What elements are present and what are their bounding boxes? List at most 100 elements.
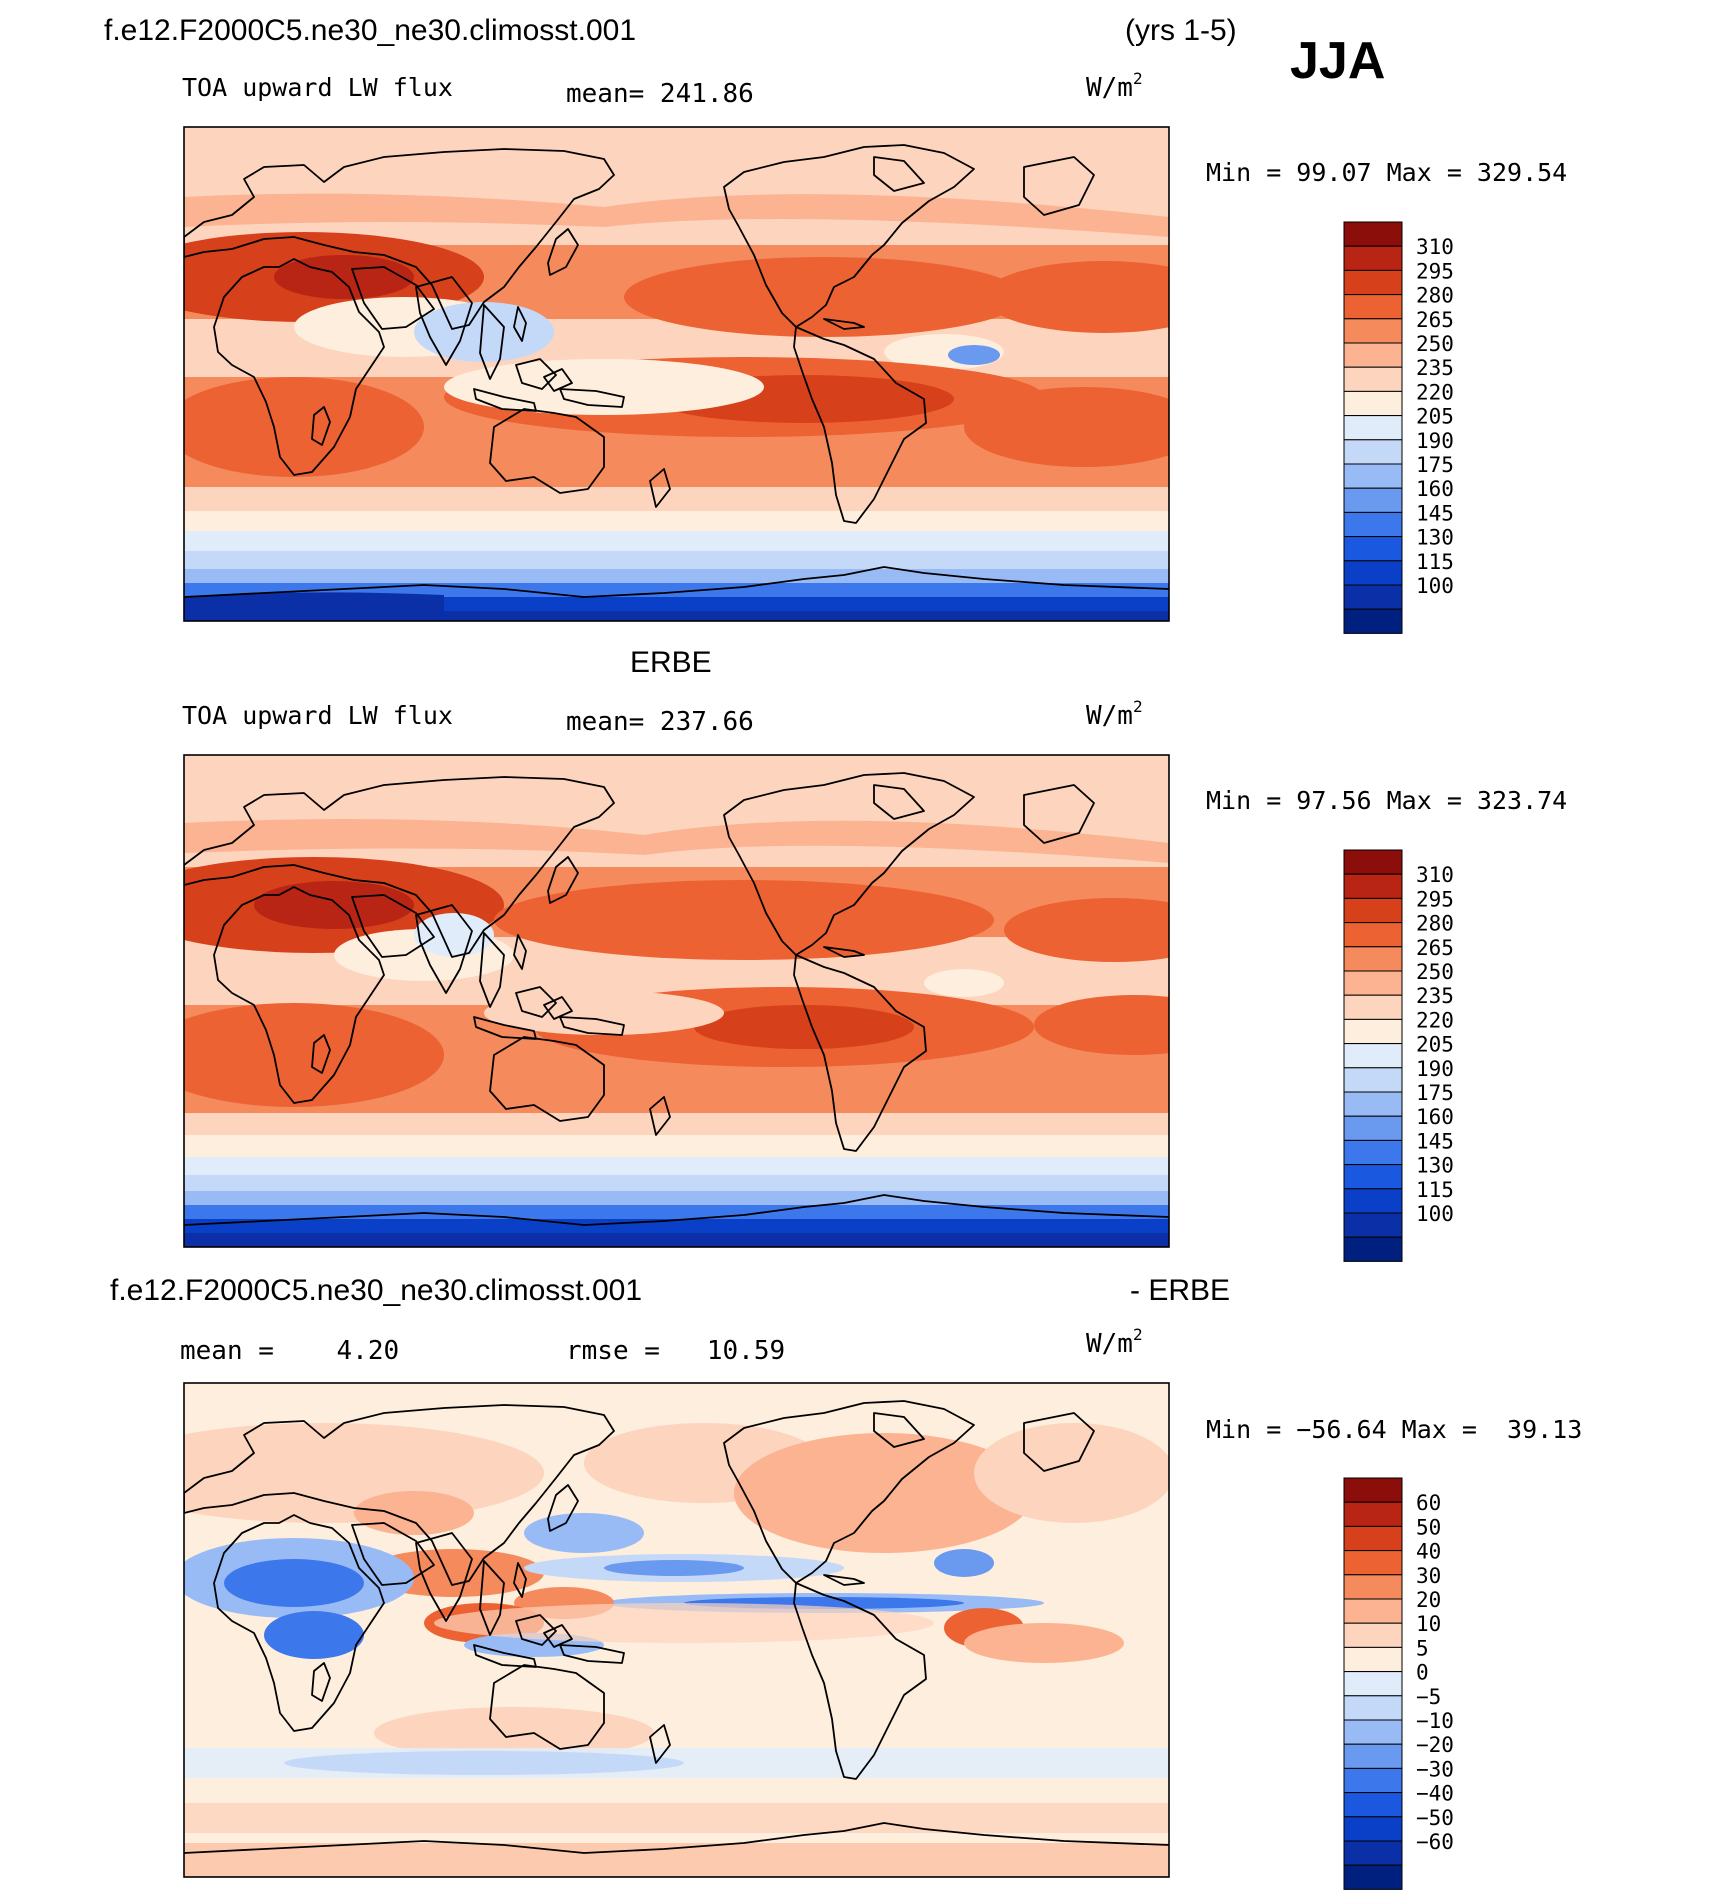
panel-diff-heading-right: - ERBE: [1130, 1274, 1230, 1307]
legend-swatch: [1343, 366, 1403, 392]
panel-model-map: [184, 127, 1169, 621]
legend-swatch: [1343, 1188, 1403, 1214]
legend-swatch: [1343, 1816, 1403, 1842]
legend-level-label: 5: [1416, 1636, 1429, 1660]
legend-level-label: 220: [1416, 380, 1454, 404]
legend-level-label: −20: [1416, 1733, 1454, 1757]
legend-level-label: 115: [1416, 1178, 1454, 1202]
legend-swatch: [1343, 463, 1403, 489]
legend-level-label: 115: [1416, 550, 1454, 574]
panel-diff: f.e12.F2000C5.ne30_ne30.climosst.001 - E…: [110, 1274, 1582, 1890]
legend-swatch: [1343, 1719, 1403, 1745]
legend-level-label: 175: [1416, 453, 1454, 477]
legend-level-label: 265: [1416, 308, 1454, 332]
legend-level-label: 235: [1416, 984, 1454, 1008]
panel-diff-heading-left: f.e12.F2000C5.ne30_ne30.climosst.001: [110, 1274, 642, 1307]
legend-level-label: −40: [1416, 1782, 1454, 1806]
legend-swatch: [1343, 1091, 1403, 1117]
legend-swatch: [1343, 608, 1403, 634]
legend-swatch: [1343, 849, 1403, 875]
legend-level-label: 190: [1416, 1057, 1454, 1081]
legend-swatch: [1343, 1840, 1403, 1866]
legend-swatch: [1343, 1115, 1403, 1141]
legend-swatch: [1343, 1043, 1403, 1069]
legend-level-label: −50: [1416, 1806, 1454, 1830]
season-label: JJA: [1290, 32, 1385, 90]
legend-level-label: 10: [1416, 1612, 1441, 1636]
legend-swatch: [1343, 994, 1403, 1020]
panel-diff-mean: mean = 4.20: [180, 1336, 399, 1366]
legend-level-label: 100: [1416, 574, 1454, 598]
panel-diff-minmax: Min = −56.64 Max = 39.13: [1206, 1415, 1582, 1444]
panel-obs-legend: 3102952802652502352202051901751601451301…: [1343, 849, 1454, 1262]
panel-model-minmax: Min = 99.07 Max = 329.54: [1206, 158, 1567, 187]
legend-level-label: 190: [1416, 429, 1454, 453]
years-label: (yrs 1-5): [1125, 14, 1237, 47]
legend-swatch: [1343, 511, 1403, 538]
panel-model-mean: mean= 241.86: [566, 79, 754, 109]
legend-swatch: [1343, 1164, 1403, 1190]
legend-level-label: 265: [1416, 936, 1454, 960]
legend-level-label: 145: [1416, 501, 1454, 525]
panel-obs-mean: mean= 237.66: [566, 707, 754, 737]
legend-swatch: [1343, 294, 1403, 320]
legend-level-label: 40: [1416, 1540, 1441, 1564]
panel-diff-map: [184, 1383, 1169, 1877]
legend-level-label: 130: [1416, 526, 1454, 550]
legend-swatch: [1343, 922, 1403, 948]
panel-obs: ERBE TOA upward LW flux mean= 237.66 W/m…: [182, 646, 1567, 1262]
legend-level-label: 0: [1416, 1661, 1429, 1685]
legend-level-label: −30: [1416, 1757, 1454, 1781]
legend-swatch: [1343, 1067, 1403, 1093]
legend-swatch: [1343, 1501, 1403, 1527]
legend-swatch: [1343, 873, 1403, 899]
legend-level-label: 160: [1416, 1105, 1454, 1129]
panel-model-legend: 3102952802652502352202051901751601451301…: [1343, 221, 1454, 634]
legend-level-label: −5: [1416, 1685, 1441, 1709]
panel-obs-minmax: Min = 97.56 Max = 323.74: [1206, 786, 1567, 815]
legend-level-label: −10: [1416, 1709, 1454, 1733]
panel-obs-heading: ERBE: [630, 646, 712, 679]
legend-swatch: [1343, 1574, 1403, 1600]
panel-obs-units: W/m2: [1086, 697, 1143, 731]
panel-obs-map: [184, 755, 1169, 1247]
legend-level-label: 235: [1416, 356, 1454, 380]
legend-swatch: [1343, 1598, 1403, 1624]
legend-swatch: [1343, 1018, 1403, 1045]
legend-level-label: 205: [1416, 1033, 1454, 1057]
legend-level-label: 310: [1416, 863, 1454, 887]
legend-swatch: [1343, 946, 1403, 972]
legend-level-label: 100: [1416, 1202, 1454, 1226]
legend-swatch: [1343, 390, 1403, 417]
legend-level-label: 30: [1416, 1564, 1441, 1588]
legend-level-label: 280: [1416, 912, 1454, 936]
legend-swatch: [1343, 245, 1403, 271]
legend-swatch: [1343, 584, 1403, 610]
legend-level-label: 220: [1416, 1008, 1454, 1032]
legend-swatch: [1343, 1743, 1403, 1769]
legend-level-label: 145: [1416, 1129, 1454, 1153]
legend-level-label: 50: [1416, 1515, 1441, 1539]
legend-level-label: 280: [1416, 284, 1454, 308]
legend-swatch: [1343, 342, 1403, 368]
legend-swatch: [1343, 1671, 1403, 1697]
panel-diff-rmse: rmse = 10.59: [566, 1336, 785, 1366]
legend-level-label: 175: [1416, 1081, 1454, 1105]
panel-model: TOA upward LW flux mean= 241.86 W/m2 Min…: [182, 69, 1567, 634]
legend-swatch: [1343, 1792, 1403, 1818]
legend-swatch: [1343, 269, 1403, 296]
legend-swatch: [1343, 1646, 1403, 1673]
legend-swatch: [1343, 487, 1403, 513]
legend-swatch: [1343, 221, 1403, 247]
panel-diff-units: W/m2: [1086, 1325, 1143, 1359]
legend-swatch: [1343, 1236, 1403, 1262]
legend-swatch: [1343, 1695, 1403, 1721]
legend-swatch: [1343, 415, 1403, 441]
legend-level-label: 160: [1416, 477, 1454, 501]
panel-obs-variable: TOA upward LW flux: [182, 701, 453, 730]
legend-level-label: 295: [1416, 259, 1454, 283]
legend-swatch: [1343, 1212, 1403, 1238]
legend-level-label: 20: [1416, 1588, 1441, 1612]
